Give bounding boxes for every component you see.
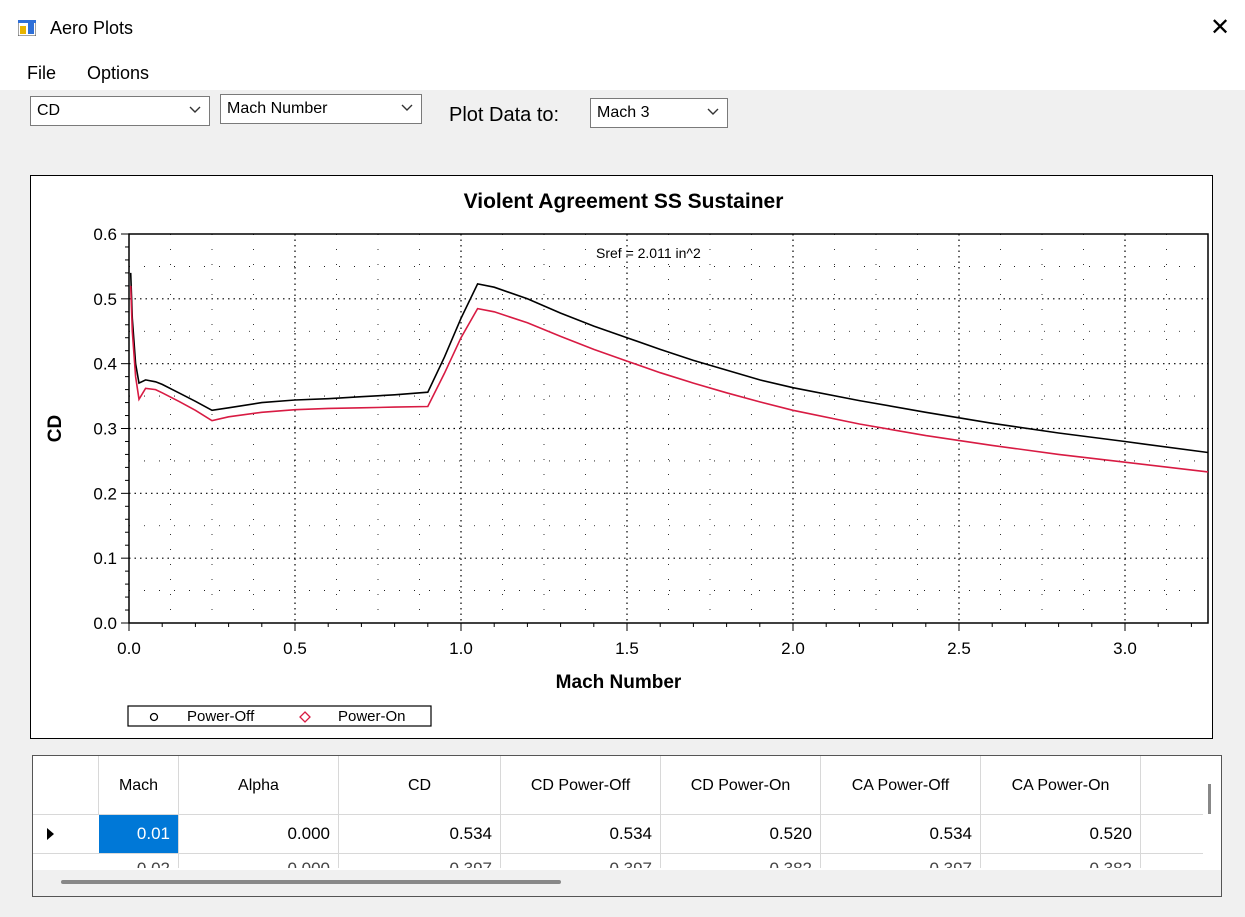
table-cell[interactable]: 0.01 [99, 815, 179, 853]
grid-header: Mach Alpha CD CD Power-Off CD Power-On CA Pow… [33, 756, 1203, 814]
app-icon [18, 20, 36, 36]
x-tick-label: 0.5 [283, 639, 307, 658]
plot-limit-select[interactable]: Mach 3 [590, 98, 728, 128]
y-tick-label: 0.3 [93, 420, 117, 439]
x-tick-label: 3.0 [1113, 639, 1137, 658]
column-header[interactable]: CD Power-Off [501, 756, 661, 814]
chevron-down-icon [707, 108, 719, 115]
vertical-scrollbar[interactable] [1208, 784, 1211, 814]
table-row[interactable]: 0.01 0.000 0.534 0.534 0.520 0.534 0.520 [33, 814, 1203, 854]
chart-panel: Violent Agreement SS Sustainer 0.0 0.1 0.2 0… [30, 175, 1213, 739]
y-variable-select[interactable]: CD [30, 96, 210, 126]
column-header[interactable]: Mach [99, 756, 179, 814]
x-axis-label: Mach Number [556, 672, 682, 693]
column-header[interactable]: CD Power-On [661, 756, 821, 814]
x-tick-label: 0.0 [117, 639, 141, 658]
chevron-down-icon [401, 104, 413, 111]
x-variable-select[interactable]: Mach Number [220, 94, 422, 124]
row-header-corner [33, 756, 99, 814]
table-cell[interactable]: 0.000 [179, 854, 339, 868]
table-cell[interactable]: 0.397 [339, 854, 501, 868]
horizontal-scrollbar[interactable] [33, 870, 1221, 896]
close-button[interactable]: ✕ [1209, 14, 1231, 41]
chevron-down-icon [189, 106, 201, 113]
table-cell[interactable]: 0.02 [99, 854, 179, 868]
series-line-power-on [129, 285, 1209, 473]
y-axis-label: CD [45, 415, 66, 442]
menu-options[interactable]: Options [87, 63, 150, 83]
y-tick-label: 0.0 [93, 614, 117, 633]
y-tick-label: 0.5 [93, 290, 117, 309]
x-tick-label: 1.0 [449, 639, 473, 658]
menu-file[interactable]: File [27, 63, 57, 83]
table-cell[interactable]: 0.520 [981, 815, 1141, 853]
cd-vs-mach-chart: Violent Agreement SS Sustainer 0.0 0.1 0.2 0… [45, 190, 1209, 727]
y-variable-value: CD [37, 102, 61, 119]
table-cell[interactable]: 0.382 [981, 854, 1141, 868]
current-row-indicator-icon [47, 828, 54, 840]
table-cell[interactable]: 0.534 [821, 815, 981, 853]
table-cell[interactable]: 0.382 [661, 854, 821, 868]
y-tick-label: 0.1 [93, 549, 117, 568]
column-header[interactable]: CD [339, 756, 501, 814]
data-grid[interactable]: Mach Alpha CD CD Power-Off CD Power-On CA Pow… [32, 755, 1222, 897]
y-tick-label: 0.2 [93, 484, 117, 503]
table-cell[interactable]: 0.397 [501, 854, 661, 868]
chart-title: Violent Agreement SS Sustainer [464, 190, 784, 213]
legend-label-power-off: Power-Off [187, 708, 255, 725]
table-cell[interactable]: 0.520 [661, 815, 821, 853]
x-tick-label: 2.0 [781, 639, 805, 658]
plot-data-label: Plot Data to: [449, 104, 560, 126]
x-variable-value: Mach Number [227, 100, 328, 117]
legend-box [127, 705, 432, 727]
table-cell[interactable]: 0.000 [179, 815, 339, 853]
legend-marker-power-off [149, 712, 159, 722]
x-tick-label: 1.5 [615, 639, 639, 658]
legend-marker-power-on [299, 711, 311, 723]
column-header[interactable]: Alpha [179, 756, 339, 814]
y-tick-label: 0.6 [93, 225, 117, 244]
y-tick-label: 0.4 [93, 355, 117, 374]
table-cell[interactable]: 0.397 [821, 854, 981, 868]
x-tick-label: 2.5 [947, 639, 971, 658]
column-header[interactable]: CA Power-Off [821, 756, 981, 814]
menu-bar: File Options [0, 56, 1245, 90]
title-bar: Aero Plots ✕ [0, 0, 1245, 56]
legend-label-power-on: Power-On [338, 708, 406, 725]
chart-legend: Power-Off Power-On [127, 705, 432, 727]
plot-limit-value: Mach 3 [597, 104, 650, 121]
column-header[interactable]: CA Power-On [981, 756, 1141, 814]
series-line-power-off [129, 272, 1209, 454]
table-cell[interactable]: 0.534 [339, 815, 501, 853]
sref-annotation: Sref = 2.011 in^2 [596, 245, 701, 261]
window-title: Aero Plots [50, 18, 134, 38]
horizontal-scroll-thumb[interactable] [61, 880, 561, 884]
table-cell[interactable]: 0.534 [501, 815, 661, 853]
